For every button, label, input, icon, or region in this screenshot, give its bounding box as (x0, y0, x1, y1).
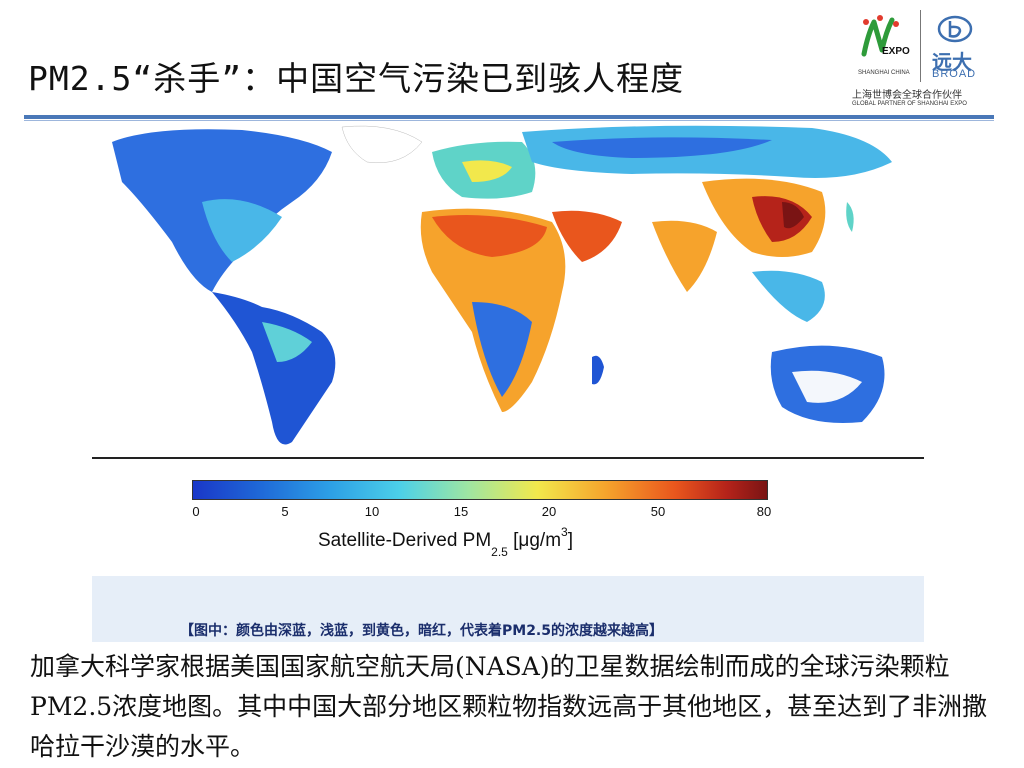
colorbar-label-end: ] (567, 530, 574, 551)
colorbar-label-main: Satellite-Derived PM (318, 530, 492, 551)
title-divider (24, 115, 994, 119)
expo-subtitle: SHANGHAI CHINA (858, 70, 910, 76)
logo-divider (920, 10, 921, 82)
colorbar-gradient (192, 480, 768, 500)
colorbar-tick: 0 (192, 504, 200, 519)
partner-text-cn: 上海世博会全球合作伙伴 (852, 90, 962, 101)
body-paragraph: 加拿大科学家根据美国国家航空航天局(NASA)的卫星数据绘制而成的全球污染颗粒P… (30, 652, 988, 761)
caption-background (92, 576, 924, 642)
map-caption: 【图中：颜色由深蓝，浅蓝，到黄色，暗红，代表着PM2.5的浓度越来越高】 (180, 623, 663, 639)
colorbar-label: Satellite-Derived PM2.5 [μg/m3] (318, 525, 574, 559)
broad-logo-cn: 远大 (932, 50, 972, 74)
colorbar-tick: 10 (364, 504, 380, 519)
broad-logo-icon (937, 15, 973, 43)
colorbar-label-unit: [μg/m (513, 530, 562, 551)
colorbar-label-sup: 3 (561, 525, 568, 539)
colorbar-tick: 20 (541, 504, 557, 519)
logo-area: EXPO SHANGHAI CHINA 远大 BROAD 上海世博会全球合作伙伴… (852, 8, 1002, 114)
broad-logo-en: BROAD (932, 68, 977, 80)
pm25-world-map (92, 122, 924, 460)
expo-logo-icon (861, 15, 899, 57)
colorbar-tick: 50 (650, 504, 666, 519)
colorbar-tick: 15 (453, 504, 469, 519)
colorbar-label-sub: 2.5 (491, 545, 508, 559)
partner-text-en: GLOBAL PARTNER OF SHANGHAI EXPO (852, 101, 967, 107)
page-title: PM2.5“杀手”：中国空气污染已到骇人程度 (28, 59, 685, 98)
colorbar-tick: 80 (756, 504, 772, 519)
expo-text: EXPO (882, 46, 910, 57)
title-divider-thin (24, 120, 994, 121)
colorbar-tick: 5 (281, 504, 289, 519)
